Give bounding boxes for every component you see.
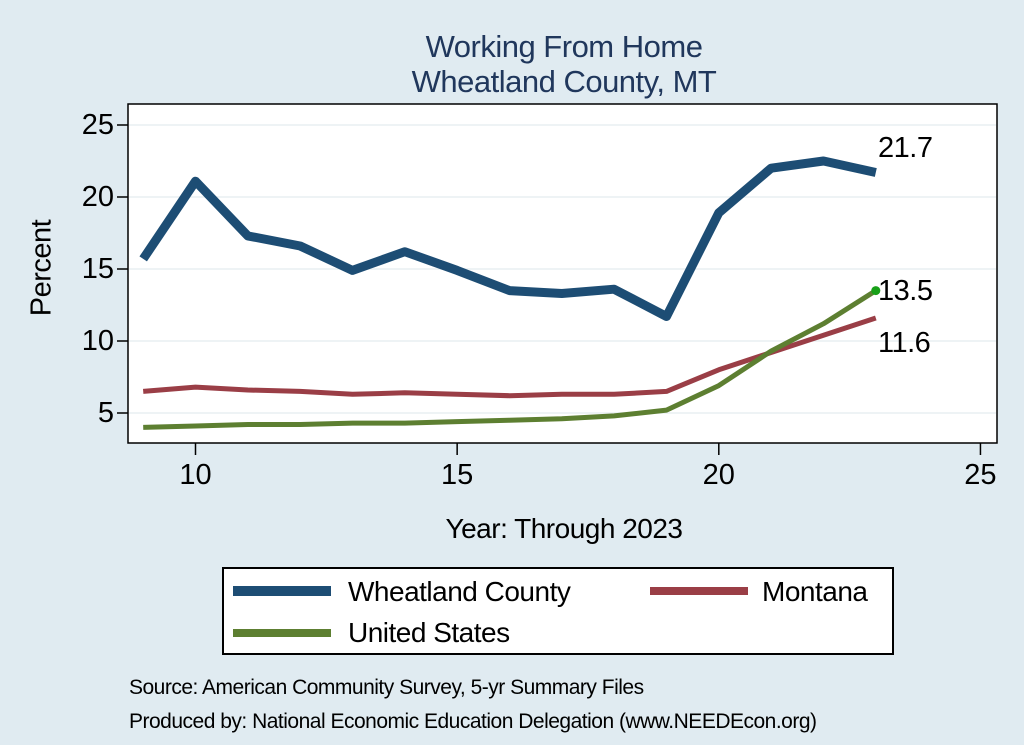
end-label-united-states: 13.5 bbox=[878, 274, 933, 307]
chart-title-line-1: Working From Home bbox=[425, 29, 703, 64]
plot-border bbox=[127, 103, 998, 444]
x-tick-label-25: 25 bbox=[964, 459, 997, 491]
footer-produced-by: Produced by: National Economic Education… bbox=[129, 710, 817, 733]
legend-swatch-wheatland-county bbox=[233, 586, 331, 596]
x-tick-label-10: 10 bbox=[179, 459, 212, 491]
footer-source: Source: American Community Survey, 5-yr … bbox=[129, 676, 644, 699]
series-line-montana bbox=[142, 315, 877, 399]
legend-label-united-states: United States bbox=[348, 617, 510, 648]
end-label-montana: 11.6 bbox=[878, 326, 931, 359]
y-tick-label-10: 10 bbox=[81, 325, 114, 357]
y-tick-label-15: 15 bbox=[81, 253, 114, 285]
x-tick-label-20: 20 bbox=[702, 459, 735, 491]
legend-label-wheatland-county: Wheatland County bbox=[348, 576, 571, 607]
plot-area bbox=[128, 104, 997, 443]
series-end-marker-united-states bbox=[871, 286, 881, 296]
legend-swatch-united-states bbox=[233, 629, 331, 637]
end-label-wheatland-county: 21.7 bbox=[878, 132, 933, 165]
legend-label-montana: Montana bbox=[762, 576, 868, 607]
series-line-wheatland-county bbox=[139, 156, 877, 321]
y-tick-label-20: 20 bbox=[81, 181, 114, 213]
y-tick-label-25: 25 bbox=[81, 109, 114, 141]
legend: Wheatland County Montana United States bbox=[222, 567, 894, 655]
x-axis-title: Year: Through 2023 bbox=[445, 513, 683, 544]
legend-swatch-montana bbox=[650, 587, 748, 595]
y-tick-label-5: 5 bbox=[97, 397, 114, 429]
chart-title-line-2: Wheatland County, MT bbox=[411, 64, 717, 99]
series-line-united-states bbox=[143, 288, 878, 430]
x-tick-label-15: 15 bbox=[441, 459, 474, 491]
